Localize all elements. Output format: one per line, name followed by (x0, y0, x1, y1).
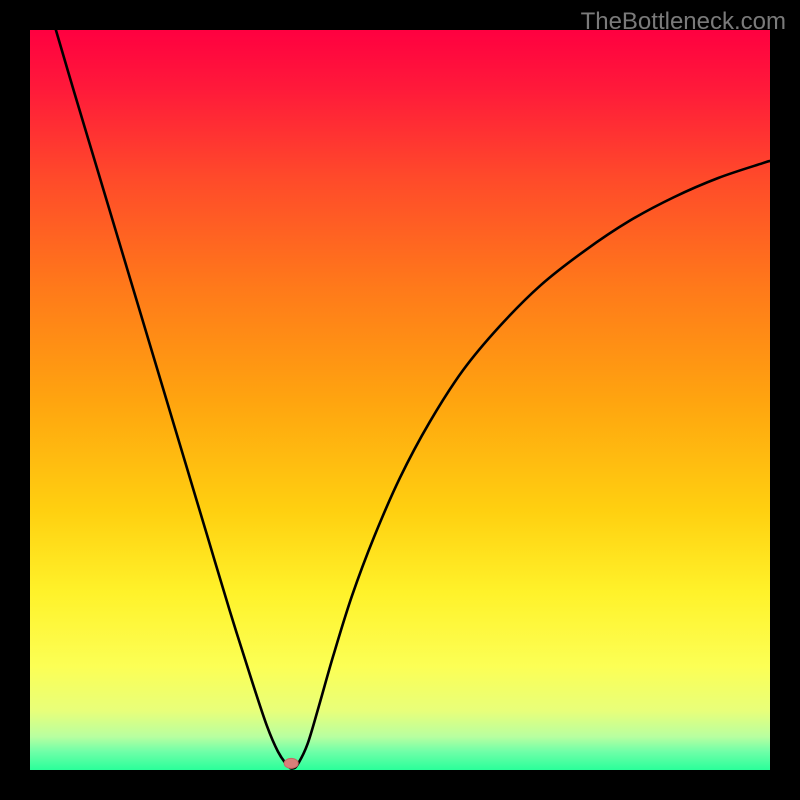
plot-area (30, 30, 770, 770)
bottleneck-curve (30, 30, 770, 770)
chart-frame: TheBottleneck.com (0, 0, 800, 800)
minimum-marker (284, 758, 298, 768)
